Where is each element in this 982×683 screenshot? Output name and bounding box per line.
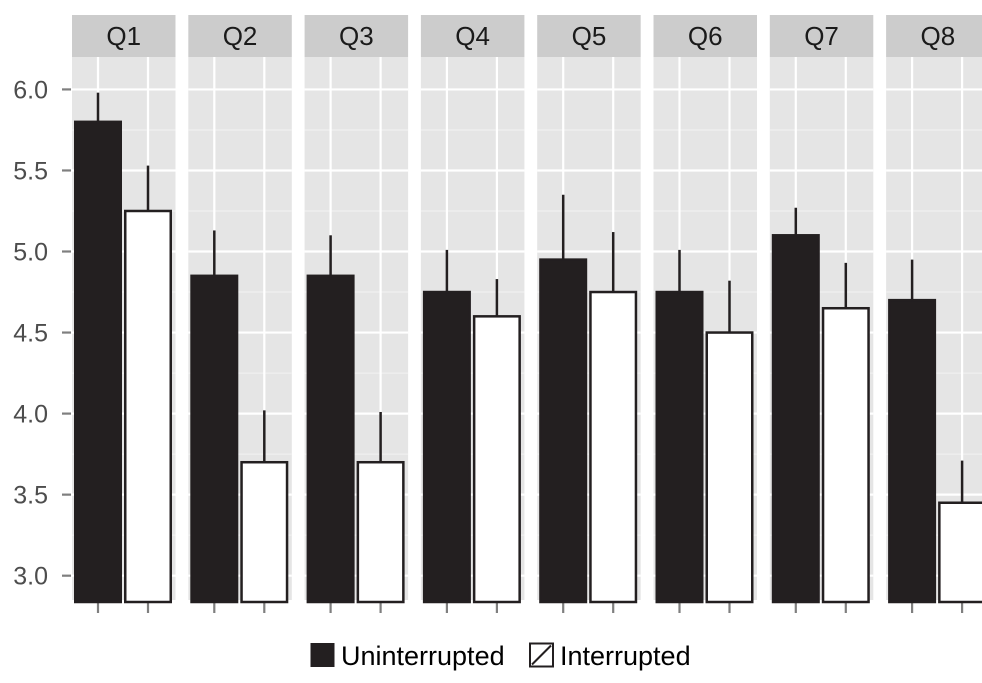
bar-interrupted-q2 xyxy=(240,460,289,604)
facet-strip xyxy=(72,15,176,57)
facet-panel-q3: Q3 xyxy=(304,15,409,613)
bar-uninterrupted-q4 xyxy=(422,290,471,604)
facets-layer: Q1 Q2 Q3 Q4 Q5 Q6 Q7 Q8 xyxy=(72,15,982,613)
y-tick-label: 5.5 xyxy=(13,157,48,185)
bar-uninterrupted-q5 xyxy=(539,258,588,604)
facet-panel-q4: Q4 xyxy=(420,15,525,613)
y-axis: 3.0 3.5 4.0 4.5 5.0 5.5 6.0 xyxy=(13,76,71,591)
facet-strip xyxy=(188,15,292,57)
facet-label: Q2 xyxy=(223,21,258,51)
legend-swatch-uninterrupted xyxy=(310,643,335,667)
bar-uninterrupted-q6 xyxy=(655,290,704,604)
facet-panel-q8: Q8 xyxy=(886,15,982,613)
facet-strip xyxy=(537,15,641,57)
legend: Uninterrupted Interrupted xyxy=(310,641,691,671)
facet-strip xyxy=(304,15,409,57)
facet-panel-q2: Q2 xyxy=(188,15,292,613)
facet-label: Q5 xyxy=(572,21,607,51)
facet-strip xyxy=(653,15,757,57)
y-tick-label: 4.0 xyxy=(13,401,48,429)
y-tick-label: 3.0 xyxy=(13,563,48,591)
y-tick-label: 4.5 xyxy=(13,320,48,348)
facet-panel-q7: Q7 xyxy=(769,15,874,613)
bar-uninterrupted-q1 xyxy=(74,120,122,604)
facet-label: Q6 xyxy=(688,21,723,51)
facet-panel-q6: Q6 xyxy=(653,15,757,613)
bar-interrupted-q5 xyxy=(589,290,638,604)
bar-interrupted-q7 xyxy=(821,306,870,604)
bar-interrupted-q1 xyxy=(124,209,172,604)
facet-panel-q5: Q5 xyxy=(537,15,641,613)
bar-uninterrupted-q2 xyxy=(190,274,239,604)
legend-label-interrupted: Interrupted xyxy=(560,641,691,671)
facet-label: Q4 xyxy=(455,21,490,51)
bar-uninterrupted-q3 xyxy=(306,274,355,604)
facet-strip xyxy=(886,15,982,57)
y-tick-label: 5.0 xyxy=(13,239,48,267)
legend-label-uninterrupted: Uninterrupted xyxy=(341,641,505,671)
legend-swatch-slash xyxy=(531,644,552,666)
bar-uninterrupted-q7 xyxy=(771,234,820,604)
facet-strip xyxy=(420,15,525,57)
facet-label: Q1 xyxy=(106,21,141,51)
bar-interrupted-q3 xyxy=(356,460,405,604)
bar-interrupted-q6 xyxy=(705,331,754,604)
bar-uninterrupted-q8 xyxy=(888,298,937,604)
facet-panel-q1: Q1 xyxy=(72,15,176,613)
facet-strip xyxy=(769,15,874,57)
facet-label: Q7 xyxy=(804,21,839,51)
facet-label: Q8 xyxy=(921,21,956,51)
facet-label: Q3 xyxy=(339,21,374,51)
y-tick-label: 6.0 xyxy=(13,76,48,104)
bar-interrupted-q8 xyxy=(938,501,982,604)
bar-interrupted-q4 xyxy=(472,315,521,604)
y-tick-label: 3.5 xyxy=(13,482,48,510)
